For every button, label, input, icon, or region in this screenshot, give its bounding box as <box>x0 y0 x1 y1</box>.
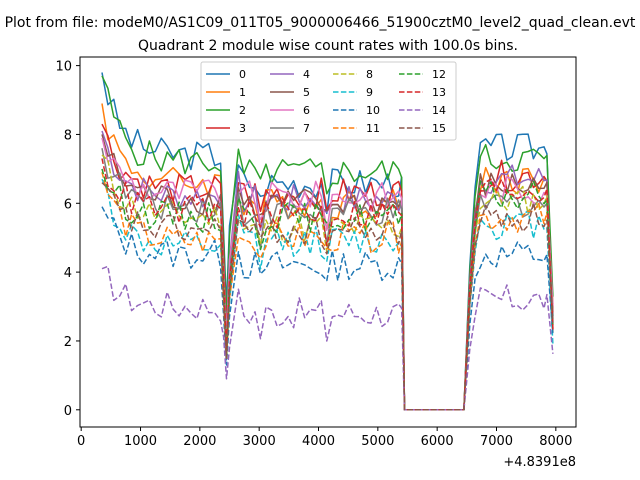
series-line-0 <box>101 72 554 411</box>
y-tick-label: 6 <box>64 197 72 212</box>
y-tick-label: 10 <box>55 60 72 75</box>
series-layer <box>101 72 554 411</box>
legend-label-7: 7 <box>303 122 310 135</box>
figure-suptitle: Plot from file: modeM0/AS1C09_011T05_900… <box>5 15 636 31</box>
x-tick-label: 4000 <box>302 434 335 449</box>
x-tick-label: 5000 <box>361 434 394 449</box>
series-line-9 <box>101 178 554 411</box>
legend-label-14: 14 <box>432 104 446 117</box>
x-tick-label: 3000 <box>243 434 276 449</box>
series-line-14 <box>101 265 554 411</box>
y-axis: 0 2 4 6 8 10 <box>55 60 80 419</box>
x-tick-label: 0 <box>77 434 85 449</box>
plot-frame <box>79 56 577 428</box>
series-line-15 <box>101 182 554 411</box>
x-tick-label: 7000 <box>480 434 513 449</box>
series-line-8 <box>101 154 554 411</box>
legend-label-3: 3 <box>239 122 246 135</box>
legend-label-12: 12 <box>432 68 446 81</box>
legend-label-15: 15 <box>432 122 446 135</box>
series-line-3 <box>101 123 554 411</box>
legend-label-5: 5 <box>303 86 310 99</box>
chart-title: Quadrant 2 module wise count rates with … <box>138 38 518 54</box>
legend-label-0: 0 <box>239 68 246 81</box>
series-line-10 <box>101 206 554 411</box>
legend-label-13: 13 <box>432 86 446 99</box>
x-axis: 0 1000 2000 3000 4000 5000 6000 7000 8000 <box>77 427 572 449</box>
series-line-2 <box>101 75 554 411</box>
legend-label-8: 8 <box>366 68 373 81</box>
x-tick-label: 1000 <box>124 434 157 449</box>
x-offset-label: +4.8391e8 <box>503 455 576 470</box>
series-line-6 <box>101 137 554 411</box>
x-tick-label: 2000 <box>183 434 216 449</box>
legend-frame <box>200 61 457 141</box>
y-tick-label: 8 <box>64 128 72 143</box>
legend-label-9: 9 <box>366 86 373 99</box>
y-tick-label: 4 <box>64 266 72 281</box>
legend-label-2: 2 <box>239 104 246 117</box>
y-tick-label: 2 <box>64 335 72 350</box>
legend-label-1: 1 <box>239 86 246 99</box>
legend-label-6: 6 <box>303 104 310 117</box>
x-tick-label: 8000 <box>539 434 572 449</box>
series-line-12 <box>101 168 554 411</box>
y-tick-label: 0 <box>64 404 72 419</box>
x-tick-label: 6000 <box>421 434 454 449</box>
legend-label-4: 4 <box>303 68 310 81</box>
legend-label-10: 10 <box>366 104 380 117</box>
legend-label-11: 11 <box>366 122 380 135</box>
